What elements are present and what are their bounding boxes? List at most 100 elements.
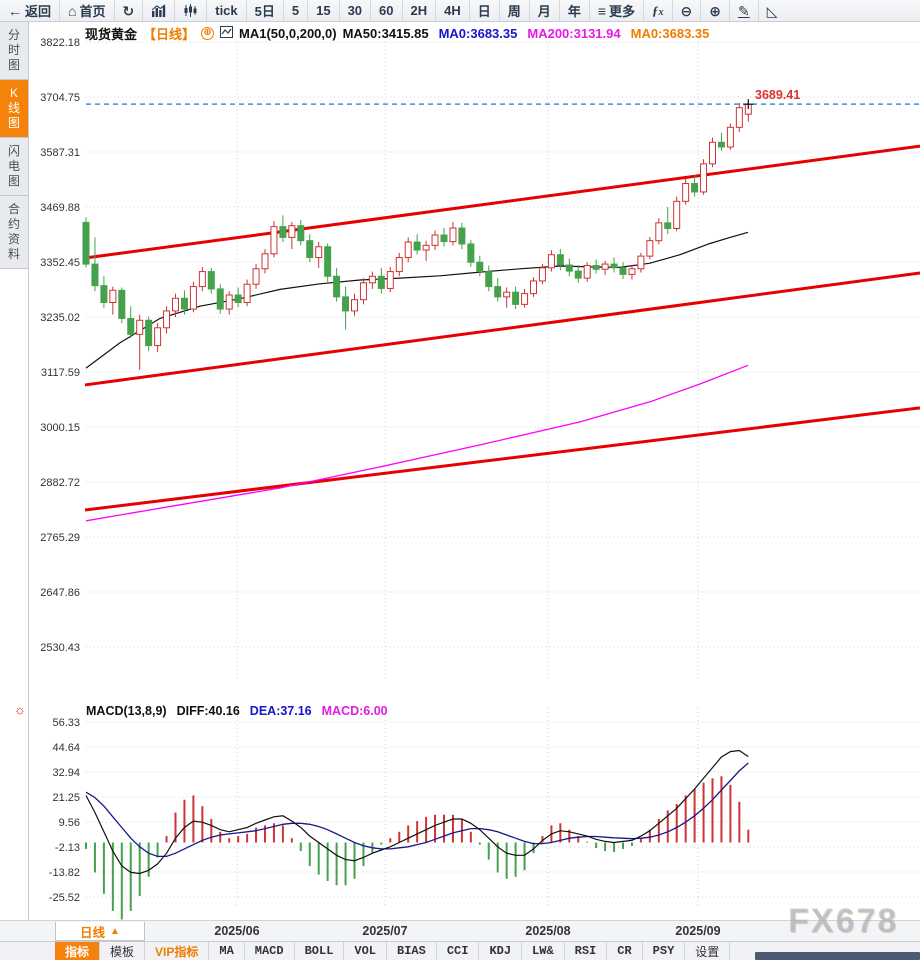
indicator-button-KDJ[interactable]: KDJ: [479, 942, 523, 960]
period-tag: 【日线】: [143, 26, 196, 42]
indicator-button-VIP指标[interactable]: VIP指标: [145, 942, 210, 960]
candlestick-icon[interactable]: [175, 0, 208, 21]
home-icon: ⌂: [68, 2, 77, 19]
back-icon[interactable]: ← 返回: [0, 0, 61, 21]
indicator-button-MACD[interactable]: MACD: [245, 942, 295, 960]
toolbar-button-4H[interactable]: 4H: [436, 0, 470, 21]
mini-chart-icon: [220, 25, 234, 41]
svg-text:-25.52: -25.52: [49, 892, 80, 904]
x-axis-label: 2025/08: [525, 924, 571, 938]
svg-text:32.94: 32.94: [52, 767, 80, 779]
svg-text:3469.88: 3469.88: [40, 202, 80, 214]
x-axis-label: 2025/09: [675, 924, 721, 938]
toolbar-button-周[interactable]: 周: [500, 0, 530, 21]
symbol-name: 现货黄金: [85, 26, 138, 42]
horizontal-scrollbar-thumb[interactable]: [755, 952, 920, 960]
svg-text:3587.31: 3587.31: [40, 147, 80, 159]
toolbar-button-5[interactable]: 5: [284, 0, 309, 21]
indicator-button-PSY[interactable]: PSY: [643, 942, 686, 960]
svg-text:3235.02: 3235.02: [40, 312, 80, 324]
watermark: FX678: [788, 902, 899, 940]
macd-dea-value: DEA:37.16: [249, 704, 312, 718]
chevron-up-icon: ▲: [110, 925, 120, 937]
indicator-button-VOL[interactable]: VOL: [344, 942, 388, 960]
zoom-in-icon[interactable]: ⊕: [701, 0, 730, 21]
home-icon[interactable]: ⌂ 首页: [60, 0, 115, 21]
svg-text:2882.72: 2882.72: [40, 477, 80, 489]
svg-text:2765.29: 2765.29: [40, 532, 80, 544]
fx-icon[interactable]: ƒx: [644, 0, 673, 21]
indicator-button-LW&[interactable]: LW&: [522, 942, 565, 960]
ma-value: MA50:3415.85: [342, 25, 429, 41]
svg-text:3000.15: 3000.15: [40, 422, 80, 434]
toolbar-button-年[interactable]: 年: [560, 0, 590, 21]
macd-chart-canvas[interactable]: 56.33 44.64 32.94 21.25 9.56 -2.13 -13.82 -25.5…: [30, 698, 920, 920]
indicator-button-CR[interactable]: CR: [607, 942, 643, 960]
indicator-toolbar: 指标 模板 VIP指标 MA MACD BOLL VOL BIAS CCI KDJ LW& RSI CR…: [0, 941, 920, 960]
svg-text:44.64: 44.64: [52, 742, 80, 754]
macd-macd-value: MACD:6.00: [321, 704, 388, 718]
indicator-button-指标[interactable]: 指标: [55, 942, 101, 960]
x-axis-label: 2025/07: [362, 924, 408, 938]
toolbar-button-5日[interactable]: 5日: [247, 0, 284, 21]
sidebar-tab-闪电图[interactable]: 闪电图: [0, 138, 29, 196]
macd-header: MACD(13,8,9) DIFF:40.16 DEA:37.16 MACD:6…: [86, 704, 388, 718]
svg-text:3352.45: 3352.45: [40, 257, 80, 269]
toolbar-button-2H[interactable]: 2H: [403, 0, 437, 21]
svg-text:3704.75: 3704.75: [40, 92, 80, 104]
indicator-button-设置[interactable]: 设置: [685, 942, 731, 960]
macd-settings-icon[interactable]: ☼: [14, 702, 26, 717]
zoom-in-icon: ⊕: [709, 2, 721, 19]
toolbar-button-15[interactable]: 15: [308, 0, 340, 21]
current-price-tag: 3689.41: [755, 88, 801, 102]
sidebar-spacer: [0, 269, 29, 920]
toolbar-button-tick[interactable]: tick: [207, 0, 247, 21]
indicator-button-BIAS[interactable]: BIAS: [387, 942, 437, 960]
x-axis-row: 日线 ▲ 2025/06 2025/07 2025/08 2025/09: [0, 920, 920, 942]
svg-text:3822.18: 3822.18: [40, 37, 80, 49]
svg-text:3117.59: 3117.59: [41, 367, 80, 379]
ma-value: MA200:3131.94: [527, 25, 621, 41]
add-indicator-icon[interactable]: ⊕: [201, 26, 215, 40]
x-axis-label: 2025/06: [214, 924, 260, 938]
svg-text:-2.13: -2.13: [55, 842, 80, 854]
bar-chart-icon[interactable]: [143, 0, 176, 21]
ma-formula: MA1(50,0,200,0): [239, 25, 337, 41]
period-selector[interactable]: 日线 ▲: [55, 922, 145, 941]
toolbar-button-日[interactable]: 日: [470, 0, 500, 21]
toolbar-button-30[interactable]: 30: [340, 0, 372, 21]
macd-params: MACD(13,8,9): [86, 704, 167, 718]
ma-value: MA0:3683.35: [438, 25, 518, 41]
partial-tool-icon[interactable]: ◺: [759, 0, 920, 21]
zoom-out-icon[interactable]: ⊖: [673, 0, 702, 21]
svg-text:21.25: 21.25: [52, 792, 80, 804]
price-chart-canvas[interactable]: 3822.18 3704.75 3587.31 3469.88 3352.45 3235.…: [30, 22, 920, 698]
back-icon: ←: [8, 2, 22, 19]
svg-text:-13.82: -13.82: [49, 867, 80, 879]
top-toolbar: ← 返回 ⌂ 首页 ↻ tick 5日 5 15 30 60 2H 4H 日周月年 ≡ 更多 ƒx ⊖ ⊕ ✎ ◺: [0, 0, 920, 22]
indicator-button-MA[interactable]: MA: [209, 942, 245, 960]
indicator-button-CCI[interactable]: CCI: [437, 942, 480, 960]
zoom-out-icon: ⊖: [680, 2, 693, 19]
toolbar-button-月[interactable]: 月: [530, 0, 560, 21]
ma-values: MA50:3415.85 MA0:3683.35 MA200:3131.94 MA0:…: [343, 26, 710, 41]
svg-text:2530.43: 2530.43: [40, 642, 80, 654]
chart-title-bar: 现货黄金 【日线】 ⊕ MA1(50,0,200,0) MA50:3415.85 M…: [85, 25, 710, 42]
indicator-button-BOLL[interactable]: BOLL: [295, 942, 345, 960]
menu-icon[interactable]: ≡ 更多: [590, 0, 645, 21]
indicator-button-RSI[interactable]: RSI: [565, 942, 608, 960]
macd-histogram: [85, 776, 750, 920]
draw-pencil-icon: ✎: [737, 2, 750, 19]
refresh-icon[interactable]: ↻: [115, 0, 144, 21]
svg-text:9.56: 9.56: [59, 817, 80, 829]
ma-value: MA0:3683.35: [630, 25, 710, 41]
sidebar-tab-合约资料[interactable]: 合约资料: [0, 196, 29, 269]
draw-pencil-icon[interactable]: ✎: [730, 0, 759, 21]
indicator-button-模板[interactable]: 模板: [100, 942, 146, 960]
sidebar-tab-分时图[interactable]: 分时图: [0, 22, 29, 80]
macd-diff-value: DIFF:40.16: [176, 704, 240, 718]
candles: [82, 102, 752, 370]
toolbar-button-60[interactable]: 60: [371, 0, 403, 21]
